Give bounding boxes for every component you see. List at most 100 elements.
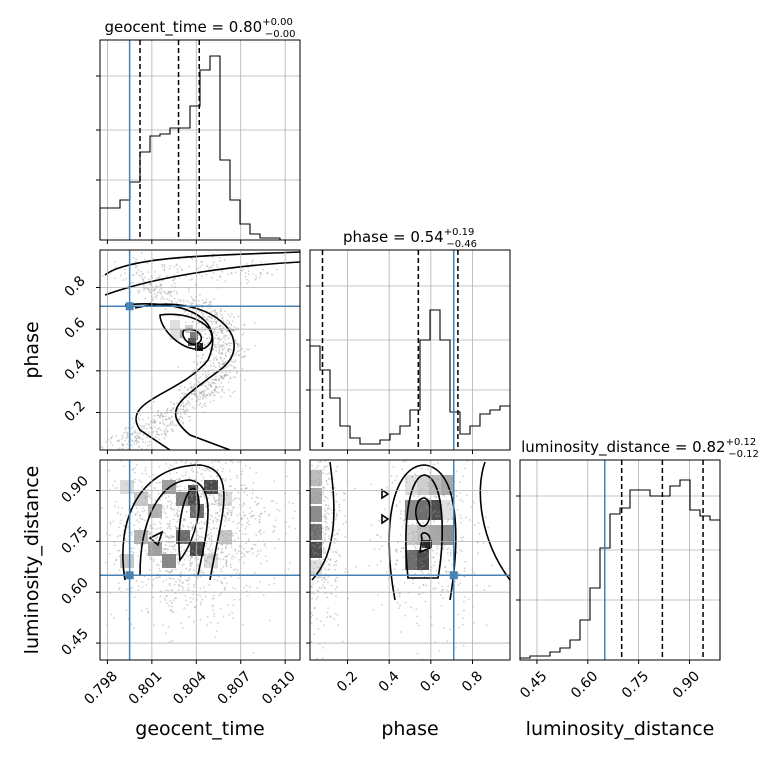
panel-luminosity_distance-vs-geocent_time-sample-point <box>144 549 147 552</box>
panel-luminosity_distance-vs-phase-sample-point <box>312 614 314 617</box>
panel-phase-vs-geocent_time-sample-point <box>228 322 231 325</box>
panel-phase-vs-geocent_time-sample-point <box>224 342 227 345</box>
panel-luminosity_distance-vs-geocent_time-sample-point <box>146 554 149 556</box>
panel-luminosity_distance-vs-geocent_time-sample-point <box>169 520 171 522</box>
panel-phase-vs-geocent_time-sample-point <box>220 381 223 384</box>
panel-luminosity_distance-vs-phase-sample-point <box>418 624 420 627</box>
panel-luminosity_distance-vs-geocent_time-sample-point <box>227 553 230 556</box>
panel-luminosity_distance-vs-geocent_time-sample-point <box>120 519 123 522</box>
panel-phase-vs-geocent_time-sample-point <box>247 270 250 273</box>
panel-phase-vs-geocent_time-sample-point <box>116 452 118 454</box>
panel-phase-vs-geocent_time-sample-point <box>199 376 202 379</box>
panel-phase-vs-geocent_time-sample-point <box>158 451 160 453</box>
panel-phase-vs-geocent_time-sample-point <box>136 265 139 268</box>
panel-luminosity_distance-vs-geocent_time-sample-point <box>302 510 304 512</box>
panel-luminosity_distance-vs-geocent_time-sample-point <box>219 558 222 561</box>
panel-luminosity_distance-vs-phase-sample-point <box>302 651 304 653</box>
panel-phase-vs-geocent_time-sample-point <box>166 408 169 410</box>
panel-luminosity_distance-vs-geocent_time-sample-point <box>275 502 278 505</box>
panel-luminosity_distance-vs-geocent_time-sample-point <box>115 501 118 503</box>
panel-phase-vs-geocent_time-sample-point <box>164 433 167 436</box>
panel-luminosity_distance-vs-geocent_time-sample-point <box>200 492 203 495</box>
panel-luminosity_distance-vs-geocent_time-sample-point <box>263 544 266 546</box>
panel-phase-vs-geocent_time-sample-point <box>193 369 196 371</box>
panel-luminosity_distance-vs-geocent_time-sample-point <box>225 543 228 545</box>
panel-phase-vs-geocent_time-sample-point <box>217 391 220 394</box>
panel-phase-vs-geocent_time-sample-point <box>114 266 117 269</box>
panel-luminosity_distance-vs-phase-sample-point <box>426 514 429 517</box>
panel-luminosity_distance-vs-phase-sample-point <box>336 533 339 536</box>
panel-phase-vs-geocent_time-sample-point <box>220 396 223 398</box>
panel-phase-vs-geocent_time-sample-point <box>152 421 155 424</box>
panel-luminosity_distance-vs-geocent_time-sample-point <box>170 507 172 510</box>
panel-phase-vs-geocent_time-contour <box>159 313 213 351</box>
panel-luminosity_distance-vs-phase-sample-point <box>320 569 323 572</box>
panel-luminosity_distance-vs-phase-density-cell <box>429 500 441 520</box>
panel-luminosity_distance-vs-geocent_time-sample-point <box>257 502 260 505</box>
panel-phase-vs-geocent_time-sample-point <box>234 359 237 361</box>
panel-luminosity_distance-vs-geocent_time-sample-point <box>246 493 248 496</box>
panel-luminosity_distance-vs-phase-density-cell <box>310 470 322 486</box>
panel-luminosity_distance-vs-phase-sample-point <box>420 660 422 662</box>
panel-phase-vs-geocent_time-sample-point <box>203 360 205 363</box>
panel-phase-vs-geocent_time-sample-point <box>158 415 161 418</box>
panel-luminosity_distance-vs-phase-sample-point <box>324 510 327 513</box>
panel-phase-vs-geocent_time-sample-point <box>248 348 250 351</box>
panel-luminosity_distance-vs-geocent_time-sample-point <box>162 552 165 555</box>
panel-phase-vs-geocent_time-sample-point <box>165 298 168 301</box>
panel-phase-vs-geocent_time-sample-point <box>202 315 205 318</box>
panel-phase-vs-geocent_time-sample-point <box>206 265 208 268</box>
panel-luminosity_distance-vs-phase-sample-point <box>395 504 398 507</box>
panel-luminosity_distance-vs-geocent_time-sample-point <box>254 500 256 503</box>
panel-luminosity_distance-vs-geocent_time-sample-point <box>236 522 239 525</box>
panel-luminosity_distance-vs-phase-sample-point <box>473 571 476 574</box>
panel-phase-vs-geocent_time-sample-point <box>213 379 216 382</box>
panel-phase-vs-geocent_time-sample-point <box>170 300 173 303</box>
panel-luminosity_distance-vs-phase-sample-point <box>311 487 313 490</box>
panel-luminosity_distance-vs-phase-sample-point <box>313 561 316 564</box>
panel-luminosity_distance-vs-geocent_time-sample-point <box>222 615 225 618</box>
panel-luminosity_distance-vs-geocent_time-sample-point <box>233 556 236 559</box>
panel-luminosity_distance-vs-geocent_time-sample-point <box>251 548 254 550</box>
panel-phase-vs-geocent_time-sample-point <box>182 422 184 425</box>
panel-luminosity_distance-vs-phase-sample-point <box>307 530 309 532</box>
panel-luminosity_distance-vs-geocent_time-sample-point <box>175 526 178 529</box>
panel-luminosity_distance-vs-geocent_time-sample-point <box>209 514 212 516</box>
panel-luminosity_distance-vs-geocent_time-sample-point <box>263 506 266 509</box>
panel-luminosity_distance-vs-phase-sample-point <box>301 558 303 560</box>
panel-luminosity_distance-vs-phase-sample-point <box>414 473 416 476</box>
panel-luminosity_distance-vs-geocent_time-sample-point <box>133 456 135 458</box>
panel-phase-vs-geocent_time-sample-point <box>213 356 216 359</box>
panel-luminosity_distance-vs-geocent_time-sample-point <box>152 560 155 563</box>
panel-luminosity_distance-vs-geocent_time-sample-point <box>135 579 138 582</box>
panel-luminosity_distance-vs-geocent_time-sample-point <box>97 546 99 548</box>
panel-phase-vs-geocent_time-sample-point <box>202 392 205 395</box>
panel-luminosity_distance-vs-geocent_time-sample-point <box>205 482 208 485</box>
panel-luminosity_distance-vs-geocent_time-sample-point <box>186 529 189 532</box>
panel-luminosity_distance-vs-geocent_time-sample-point <box>115 558 118 561</box>
panel-phase-vs-geocent_time-sample-point <box>224 338 227 341</box>
panel-phase-vs-geocent_time-sample-point <box>199 391 202 394</box>
panel-luminosity_distance-vs-phase-sample-point <box>313 523 316 525</box>
panel-luminosity_distance-vs-geocent_time-sample-point <box>211 604 214 607</box>
panel-luminosity_distance-vs-geocent_time-panel: 0.798 0.801 0.804 0.807 0.8100.450.600.750.9… <box>58 456 304 708</box>
panel-luminosity_distance-vs-geocent_time-sample-point <box>251 515 254 517</box>
panel-luminosity_distance-vs-phase-sample-point <box>458 452 460 454</box>
panel-luminosity_distance-vs-geocent_time-sample-point <box>225 539 228 541</box>
panel-luminosity_distance-vs-geocent_time-sample-point <box>181 627 184 629</box>
panel-phase-vs-geocent_time-sample-point <box>208 315 211 318</box>
panel-luminosity_distance-vs-geocent_time-sample-point <box>259 562 262 565</box>
panel-luminosity_distance-vs-phase-sample-point <box>411 537 414 540</box>
panel-luminosity_distance-vs-phase-sample-point <box>320 587 323 590</box>
panel-luminosity_distance-vs-phase-sample-point <box>344 535 347 538</box>
panel-luminosity_distance-vs-geocent_time-sample-point <box>155 576 157 579</box>
panel-luminosity_distance-vs-phase-sample-point <box>420 510 422 512</box>
panel-luminosity_distance-vs-geocent_time-sample-point <box>175 512 178 515</box>
panel-luminosity_distance-vs-geocent_time-sample-point <box>184 594 187 597</box>
panel-luminosity_distance-vs-geocent_time-sample-point <box>176 520 179 523</box>
panel-luminosity_distance-vs-phase-sample-point <box>314 485 316 488</box>
panel-phase-vs-geocent_time-sample-point <box>231 329 234 332</box>
panel-phase-vs-geocent_time-sample-point <box>219 312 222 315</box>
panel-luminosity_distance-vs-geocent_time-sample-point <box>259 549 262 552</box>
panel-phase-vs-geocent_time-sample-point <box>187 401 190 404</box>
